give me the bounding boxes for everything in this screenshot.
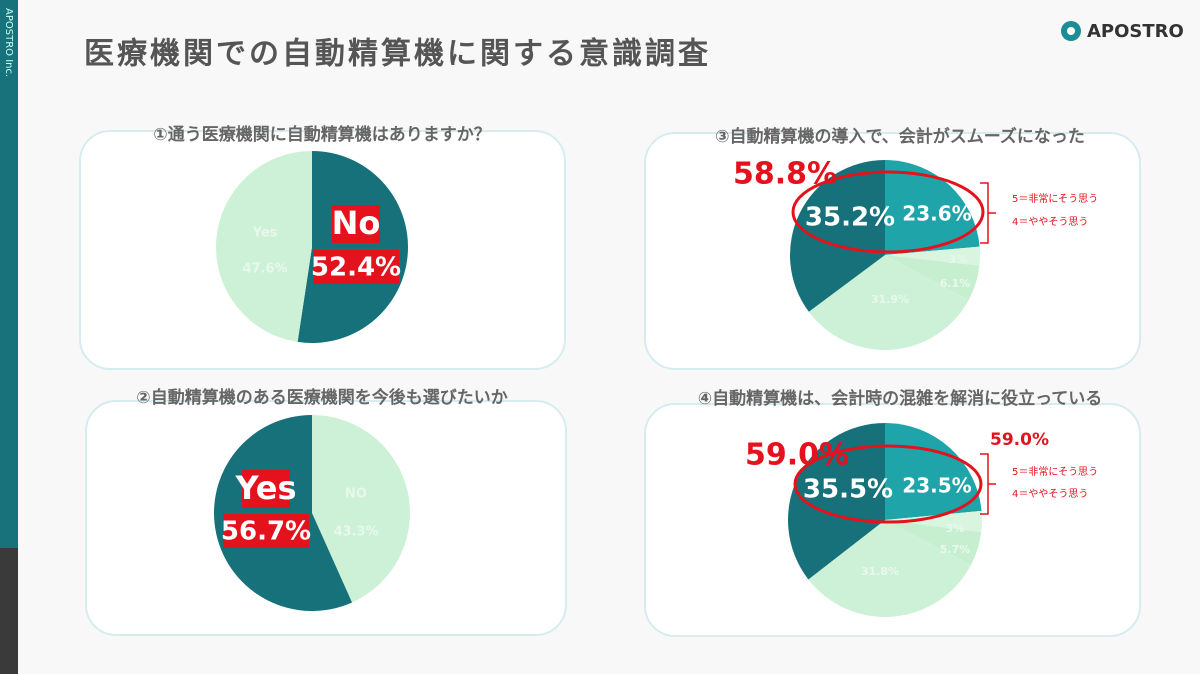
value-label: 35.2% [805,203,895,233]
annotation: 58.8% [733,157,837,192]
pie-slice [885,520,982,566]
pie-slice [885,160,980,255]
label-highlight [332,205,380,243]
highlight-ellipse [791,170,985,254]
annotation: 59.0% [745,438,849,473]
value-label: 6.1% [940,277,971,290]
label-highlight [223,514,309,548]
category-label: Yes [252,226,278,241]
value-label: 31.9% [871,293,909,306]
logo-text: APOSTRO [1087,21,1184,42]
label-highlight [242,470,290,508]
category-label: NO [345,487,367,502]
legend-label: 5＝非常にそう思う [1012,465,1098,478]
value-label: 23.5% [902,474,971,498]
pie-slice [297,151,409,344]
value-label: 5.7% [940,543,971,556]
side-bar [0,0,18,548]
bracket [980,453,996,515]
pie-slice [214,415,353,611]
value-label: 56.7% [221,517,311,547]
legend-label: 5＝非常にそう思う [1012,192,1098,205]
value-label: 43.3% [333,525,378,540]
logo-mark-hole [1067,27,1075,35]
label-highlight [313,250,399,284]
pie-slice [885,255,980,301]
annotation: 59.0% [990,430,1049,450]
legend-label: 4＝ややそう思う [1012,216,1088,228]
pie-slice [808,255,969,350]
value-label: 3% [949,253,968,266]
pie-slice [790,160,885,312]
side-bar-dark [0,548,18,674]
slide-title: 医療機関での自動精算機に関する意識調査 [84,37,711,72]
value-label: 31.8% [861,565,899,578]
value-label: 47.6% [242,262,287,277]
pie-slice [885,510,982,533]
chart-title: ①通う医療機関に自動精算機はありますか？ [153,124,490,145]
value-label: 23.6% [902,202,971,226]
chart-title: ③自動精算機の導入で、会計がスムーズになった [715,126,1085,147]
pie-slice [808,520,971,617]
pie-slice [312,415,410,603]
value-label: 52.4% [311,253,401,283]
legend-label: 4＝ややそう思う [1012,488,1088,500]
pie-slice [216,151,312,342]
chart-title: ②自動精算機のある医療機関を今後も選びたいか [136,387,507,408]
side-text: APOSTRO Inc. [3,8,14,77]
value-label: 35.5% [803,475,893,505]
highlight-ellipse [793,444,983,524]
category-label: Yes [235,469,297,507]
bracket [980,182,996,244]
category-label: No [332,204,381,242]
chart-title: ④自動精算機は、会計時の混雑を解消に役立っている [698,388,1103,409]
value-label: 3% [946,522,965,535]
pie-slice [885,246,981,266]
